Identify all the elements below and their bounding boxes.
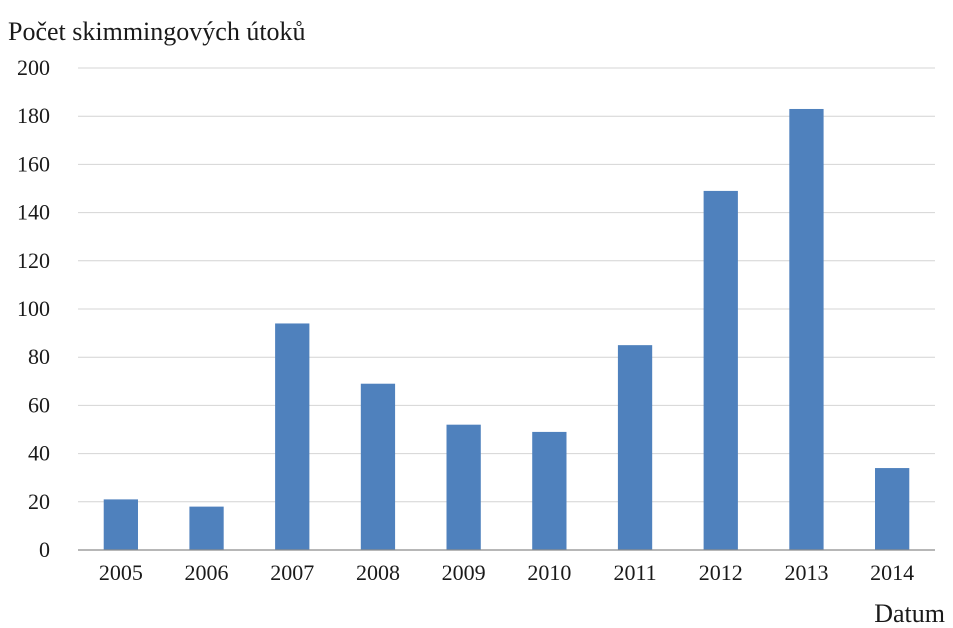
y-tick-label: 60 <box>28 392 50 417</box>
y-tick-label: 180 <box>17 103 50 128</box>
bar-2011 <box>617 345 653 550</box>
y-tick-label: 40 <box>28 441 50 466</box>
x-axis-title: Datum <box>874 599 945 628</box>
bar-2007 <box>275 323 310 550</box>
x-tick-label: 2013 <box>784 560 828 585</box>
bar-2005 <box>103 499 138 550</box>
bar-2010 <box>532 431 567 550</box>
bar-2012 <box>703 190 738 550</box>
y-tick-label: 120 <box>17 248 50 273</box>
bar-2009 <box>446 424 481 550</box>
x-tick-label: 2011 <box>613 560 656 585</box>
y-axis-title: Počet skimmingových útoků <box>8 17 306 46</box>
bar-2008 <box>360 383 396 550</box>
gridlines <box>78 67 935 503</box>
y-tick-label: 100 <box>17 296 50 321</box>
x-tick-labels: 2005 2006 2007 2008 2009 2010 2011 2012 2013 2014 <box>99 560 914 585</box>
x-tick-label: 2014 <box>870 560 914 585</box>
x-tick-label: 2008 <box>356 560 400 585</box>
y-tick-labels: 0 20 40 60 80 100 120 140 160 180 200 <box>17 55 50 562</box>
x-tick-label: 2007 <box>270 560 314 585</box>
bar-2006 <box>189 506 224 550</box>
bar-2013 <box>789 108 824 550</box>
bars <box>103 108 910 550</box>
y-tick-label: 140 <box>17 200 50 225</box>
x-tick-label: 2009 <box>442 560 486 585</box>
x-tick-label: 2005 <box>99 560 143 585</box>
y-tick-label: 200 <box>17 55 50 80</box>
bar-2014 <box>875 468 910 550</box>
x-tick-label: 2006 <box>185 560 229 585</box>
y-tick-label: 0 <box>39 537 50 562</box>
x-tick-label: 2010 <box>527 560 571 585</box>
x-tick-label: 2012 <box>699 560 743 585</box>
y-tick-label: 160 <box>17 151 50 176</box>
y-tick-label: 80 <box>28 344 50 369</box>
y-tick-label: 20 <box>28 489 50 514</box>
